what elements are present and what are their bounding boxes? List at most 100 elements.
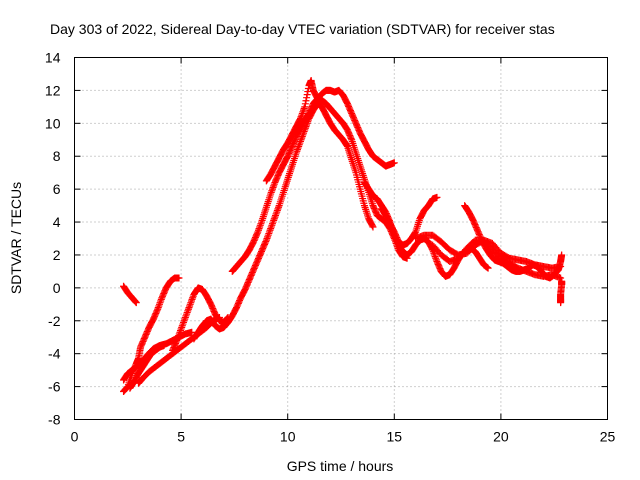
data-point xyxy=(186,302,194,310)
data-point xyxy=(255,225,263,233)
data-point xyxy=(558,277,566,285)
data-point xyxy=(185,304,193,312)
data-point xyxy=(262,236,270,244)
data-point xyxy=(155,302,163,310)
data-point xyxy=(298,111,306,119)
data-point xyxy=(176,327,184,335)
data-point xyxy=(273,207,281,215)
data-point xyxy=(369,223,377,231)
data-point xyxy=(301,103,309,111)
data-point xyxy=(298,109,306,117)
data-point xyxy=(132,298,140,306)
data-point xyxy=(177,325,185,333)
y-tick-label: -8 xyxy=(48,412,61,428)
data-point xyxy=(295,141,303,149)
series-track-4 xyxy=(126,341,168,392)
data-point xyxy=(173,335,181,343)
data-point xyxy=(390,159,398,167)
x-tick-label: 20 xyxy=(493,429,509,445)
data-point xyxy=(154,304,162,312)
data-point xyxy=(304,88,312,96)
data-point xyxy=(302,97,310,105)
series-track-14 xyxy=(461,202,566,282)
data-point xyxy=(300,106,308,114)
data-point xyxy=(256,223,264,231)
x-tick-label: 10 xyxy=(280,429,296,445)
data-point xyxy=(254,228,262,236)
data-point xyxy=(558,251,566,259)
data-point xyxy=(297,113,305,121)
data-point xyxy=(266,226,274,234)
data-point xyxy=(180,318,188,326)
data-point xyxy=(187,297,195,305)
data-point xyxy=(254,226,262,234)
y-tick-label: -6 xyxy=(48,379,61,395)
data-point xyxy=(264,231,272,239)
data-point xyxy=(179,320,187,328)
data-point xyxy=(253,229,261,237)
series-track-15 xyxy=(557,277,566,307)
data-point xyxy=(174,333,182,341)
data-point xyxy=(183,309,191,317)
x-tick-label: 25 xyxy=(600,429,616,445)
data-point xyxy=(292,149,300,157)
data-point xyxy=(275,203,283,211)
series-track-9 xyxy=(262,77,398,185)
grid xyxy=(74,57,608,420)
data-point xyxy=(300,105,308,113)
data-point xyxy=(433,193,441,201)
data-point xyxy=(267,225,275,233)
data-point xyxy=(557,274,565,282)
data-point xyxy=(257,220,265,228)
data-point xyxy=(274,205,282,213)
data-point xyxy=(270,216,278,224)
data-point xyxy=(184,307,192,315)
data-point xyxy=(298,132,306,140)
data-point xyxy=(272,211,280,219)
data-point xyxy=(431,251,439,259)
data-point xyxy=(157,297,165,305)
plot-frame xyxy=(74,57,608,420)
y-tick-label: 12 xyxy=(45,82,61,98)
data-point xyxy=(181,313,189,321)
data-point xyxy=(175,274,183,282)
data-point xyxy=(273,208,281,216)
series-track-11 xyxy=(378,193,441,249)
data-points xyxy=(120,77,566,396)
data-point xyxy=(293,146,301,154)
series-track-2 xyxy=(120,274,183,396)
data-point xyxy=(178,322,186,330)
data-point xyxy=(268,187,276,195)
data-point xyxy=(296,139,304,147)
data-point xyxy=(272,210,280,218)
data-point xyxy=(297,136,305,144)
series-track-6 xyxy=(169,284,232,354)
data-point xyxy=(296,137,304,145)
x-tick-label: 15 xyxy=(387,429,403,445)
data-point xyxy=(131,297,139,305)
data-point xyxy=(178,323,186,331)
data-point xyxy=(269,183,277,191)
y-tick-label: 6 xyxy=(53,181,61,197)
y-tick-label: 10 xyxy=(45,115,61,131)
data-point xyxy=(156,299,164,307)
x-axis-title: GPS time / hours xyxy=(287,458,394,474)
data-point xyxy=(262,238,270,246)
data-point xyxy=(157,295,165,303)
data-point xyxy=(431,253,439,261)
y-axis-title: SDTVAR / TECUs xyxy=(8,182,24,294)
x-tick-label: 5 xyxy=(177,429,185,445)
y-tick-label: 8 xyxy=(53,148,61,164)
data-point xyxy=(173,337,181,345)
data-point xyxy=(347,134,355,142)
axis-ticks: 0 5 10 15 20 25 -8 -6 -4 -2 0 2 4 6 8 10 12 14 xyxy=(45,50,616,445)
data-point xyxy=(267,223,275,231)
data-point xyxy=(298,134,306,142)
data-point xyxy=(175,330,183,338)
data-point xyxy=(183,310,191,318)
data-point xyxy=(132,299,140,307)
data-point xyxy=(268,185,276,193)
data-point xyxy=(303,91,311,99)
y-tick-label: 0 xyxy=(53,280,61,296)
